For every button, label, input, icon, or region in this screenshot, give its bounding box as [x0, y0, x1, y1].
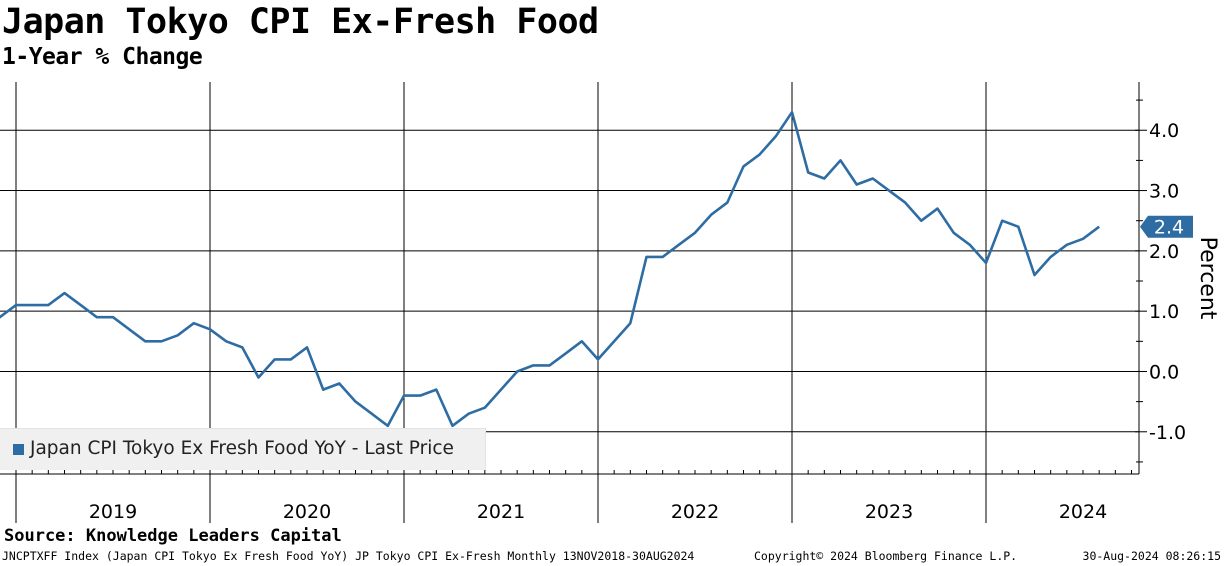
legend-swatch — [13, 444, 24, 455]
chart-subtitle: 1-Year % Change — [2, 44, 203, 70]
legend-label: Japan CPI Tokyo Ex Fresh Food YoY - Last… — [30, 438, 454, 459]
y-tick-label: 1.0 — [1149, 301, 1179, 323]
y-tick-label: 3.0 — [1149, 181, 1179, 203]
horizontal-gridlines — [0, 129, 1139, 433]
chart-title: Japan Tokyo CPI Ex-Fresh Food — [2, 2, 599, 42]
timestamp: 30-Aug-2024 08:26:15 — [1082, 549, 1221, 563]
y-tick-label: 4.0 — [1149, 120, 1179, 142]
x-year-labels: 2019 2020 2021 2022 2023 2024 — [89, 501, 1107, 523]
x-year-label: 2022 — [671, 501, 719, 523]
copyright: Copyright© 2024 Bloomberg Finance L.P. — [754, 549, 1018, 563]
legend: Japan CPI Tokyo Ex Fresh Food YoY - Last… — [0, 428, 486, 470]
x-year-label: 2020 — [283, 501, 331, 523]
last-value-marker: 2.4 — [1140, 215, 1193, 239]
y-tick-label: -1.0 — [1149, 422, 1186, 444]
series-line — [0, 110, 1100, 428]
source-note: Source: Knowledge Leaders Capital — [4, 526, 342, 546]
axis-ticks — [15, 99, 1147, 474]
y-tick-label: 2.0 — [1149, 241, 1179, 263]
x-year-label: 2019 — [89, 501, 137, 523]
y-axis-label: Percent — [1195, 237, 1220, 320]
x-year-label: 2021 — [477, 501, 525, 523]
x-year-label: 2023 — [865, 501, 913, 523]
x-year-label: 2024 — [1059, 501, 1107, 523]
last-value-label: 2.4 — [1154, 217, 1184, 239]
ticker-info: JNCPTXFF Index (Japan CPI Tokyo Ex Fresh… — [2, 549, 695, 563]
y-tick-label: 0.0 — [1149, 361, 1179, 383]
y-tick-labels: -1.0 0.0 1.0 2.0 3.0 4.0 — [1149, 120, 1186, 444]
